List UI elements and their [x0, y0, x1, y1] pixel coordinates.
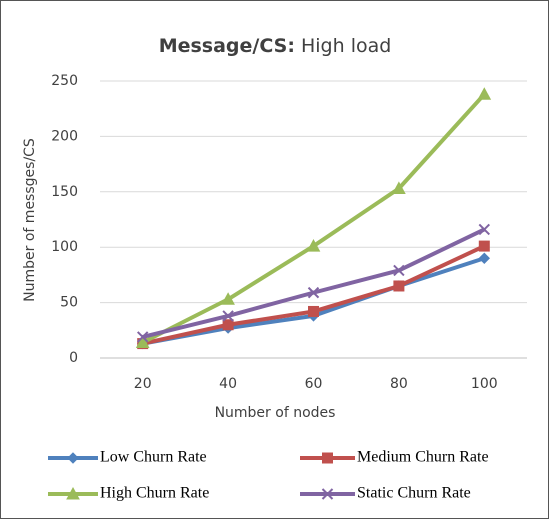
marker	[478, 240, 490, 252]
legend-label: Medium Churn Rate	[357, 449, 489, 466]
marker	[308, 305, 319, 317]
y-tick-label: 100	[51, 239, 78, 255]
marker	[478, 223, 491, 236]
x-axis-label: Number of nodes	[215, 405, 336, 421]
marker	[222, 310, 234, 322]
marker	[477, 87, 492, 100]
legend-label: Static Churn Rate	[357, 485, 471, 502]
y-tick-label: 200	[51, 128, 78, 144]
marker	[221, 292, 235, 305]
marker	[66, 486, 80, 500]
title-rest: High load	[301, 35, 391, 57]
y-tick-label: 0	[69, 350, 78, 366]
marker	[393, 280, 405, 292]
title-bold: Message/CS:	[159, 35, 295, 57]
legend-label: High Churn Rate	[100, 485, 209, 502]
marker	[393, 264, 405, 277]
marker	[322, 452, 333, 464]
x-tick-label: 60	[305, 376, 323, 392]
marker	[478, 252, 491, 264]
y-axis-label: Number of messges/CS	[22, 138, 38, 302]
marker	[67, 452, 79, 464]
chart-title: Message/CS: High load	[159, 35, 392, 57]
x-tick-label: 20	[134, 376, 152, 392]
y-tick-label: 150	[51, 184, 78, 200]
marker	[306, 239, 321, 252]
x-tick-label: 100	[471, 376, 498, 392]
x-tick-label: 80	[390, 376, 408, 392]
marker	[222, 319, 234, 331]
marker	[307, 286, 320, 299]
legend-label: Low Churn Rate	[100, 449, 207, 466]
x-tick-label: 40	[219, 376, 237, 392]
marker	[392, 181, 406, 194]
marker	[135, 335, 150, 348]
y-tick-label: 50	[60, 295, 78, 311]
y-tick-label: 250	[51, 73, 78, 89]
marker	[321, 488, 334, 500]
marker	[136, 331, 149, 343]
